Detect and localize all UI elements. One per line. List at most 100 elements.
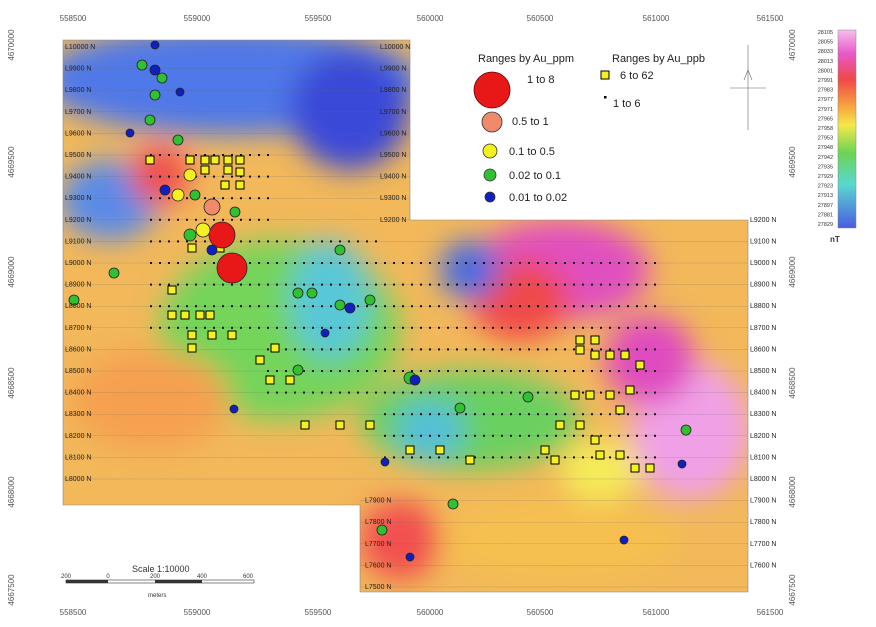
sample-dot <box>510 456 512 459</box>
sample-dot <box>195 218 197 221</box>
sample-dot <box>285 326 287 329</box>
colorbar-label: 27923 <box>818 184 833 190</box>
sample-dot <box>195 305 197 308</box>
sample-dot <box>357 262 359 264</box>
sample-dot <box>501 456 503 459</box>
sample-dot <box>618 305 620 308</box>
ppb-marker <box>645 463 655 473</box>
sample-dot <box>312 240 314 243</box>
sample-dot <box>258 175 260 178</box>
sample-dot <box>600 305 602 308</box>
sample-dot <box>150 262 152 264</box>
sample-dot <box>609 262 611 264</box>
sample-dot <box>582 262 584 264</box>
sample-dot <box>240 305 242 308</box>
sample-dot <box>573 305 575 308</box>
legend-item: 1 to 6 <box>613 98 641 110</box>
sample-dot <box>429 305 431 308</box>
ppb-marker <box>435 445 445 455</box>
sample-dot <box>195 154 197 156</box>
sample-dot <box>357 391 359 394</box>
ppb-marker <box>187 243 197 253</box>
sample-dot <box>168 154 170 156</box>
sample-dot <box>600 391 602 394</box>
sample-dot <box>330 326 332 329</box>
sample-dot <box>654 283 656 286</box>
line-label: L9900 N <box>65 66 91 73</box>
sample-dot <box>654 391 656 394</box>
colorbar-label: 28033 <box>818 49 833 55</box>
sample-dot <box>528 434 530 437</box>
sample-dot <box>339 348 341 351</box>
ppb-marker <box>167 285 177 295</box>
sample-dot <box>564 262 566 264</box>
colorbar-label: 27913 <box>818 193 833 199</box>
sample-dot <box>258 326 260 329</box>
sample-dot <box>654 413 656 416</box>
sample-dot <box>537 413 539 416</box>
sample-dot <box>312 283 314 286</box>
sample-dot <box>519 305 521 308</box>
line-label: L8500 N <box>65 368 91 375</box>
ppb-marker <box>595 450 605 460</box>
ppm-marker <box>522 391 534 403</box>
sample-dot <box>384 434 386 437</box>
colorbar-label: 27897 <box>818 203 833 209</box>
line-label: L8200 N <box>65 433 91 440</box>
ppb-marker <box>210 155 220 165</box>
ppm-marker <box>203 198 221 216</box>
sample-dot <box>618 434 620 437</box>
sample-dot <box>492 305 494 308</box>
legend-title: Ranges by Au_ppb <box>612 53 705 65</box>
sample-dot <box>447 370 449 372</box>
sample-dot <box>168 197 170 200</box>
sample-dot <box>222 283 224 286</box>
sample-dot <box>447 413 449 416</box>
line-label: L7800 N <box>365 519 391 526</box>
sample-dot <box>267 326 269 329</box>
ppm-marker <box>108 267 120 279</box>
line-label: L9300 N <box>380 195 406 202</box>
sample-dot <box>645 262 647 264</box>
ppb-marker <box>285 375 295 385</box>
sample-dot <box>411 348 413 351</box>
sample-dot <box>375 348 377 351</box>
sample-dot <box>150 218 152 221</box>
sample-dot <box>168 262 170 264</box>
line-label: L8400 N <box>750 390 776 397</box>
ppb-marker <box>235 167 245 177</box>
sample-dot <box>186 197 188 200</box>
sample-dot <box>420 413 422 416</box>
sample-dot <box>474 413 476 416</box>
sample-dot <box>267 197 269 200</box>
colorbar-label: 28001 <box>818 68 833 74</box>
line-label: L8900 N <box>750 282 776 289</box>
sample-dot <box>402 348 404 351</box>
sample-dot <box>231 197 233 200</box>
sample-dot <box>384 348 386 351</box>
sample-dot <box>348 262 350 264</box>
sample-dot <box>330 283 332 286</box>
sample-dot <box>312 348 314 351</box>
ppm-marker <box>136 59 148 71</box>
sample-dot <box>213 283 215 286</box>
sample-dot <box>636 348 638 351</box>
sample-dot <box>546 370 548 372</box>
y-axis-label: 4667500 <box>7 574 16 606</box>
legend-item: 0.1 to 0.5 <box>509 146 555 158</box>
sample-dot <box>510 283 512 286</box>
ppm-marker <box>144 114 156 126</box>
sample-dot <box>276 370 278 372</box>
sample-dot <box>510 370 512 372</box>
sample-dot <box>204 197 206 200</box>
sample-dot <box>231 283 233 286</box>
sample-dot <box>330 370 332 372</box>
y-axis-label: 4668000 <box>788 476 797 508</box>
sample-dot <box>303 326 305 329</box>
sample-dot <box>564 305 566 308</box>
sample-dot <box>213 326 215 329</box>
sample-dot <box>240 197 242 200</box>
sample-dot <box>186 262 188 264</box>
sample-dot <box>483 262 485 264</box>
